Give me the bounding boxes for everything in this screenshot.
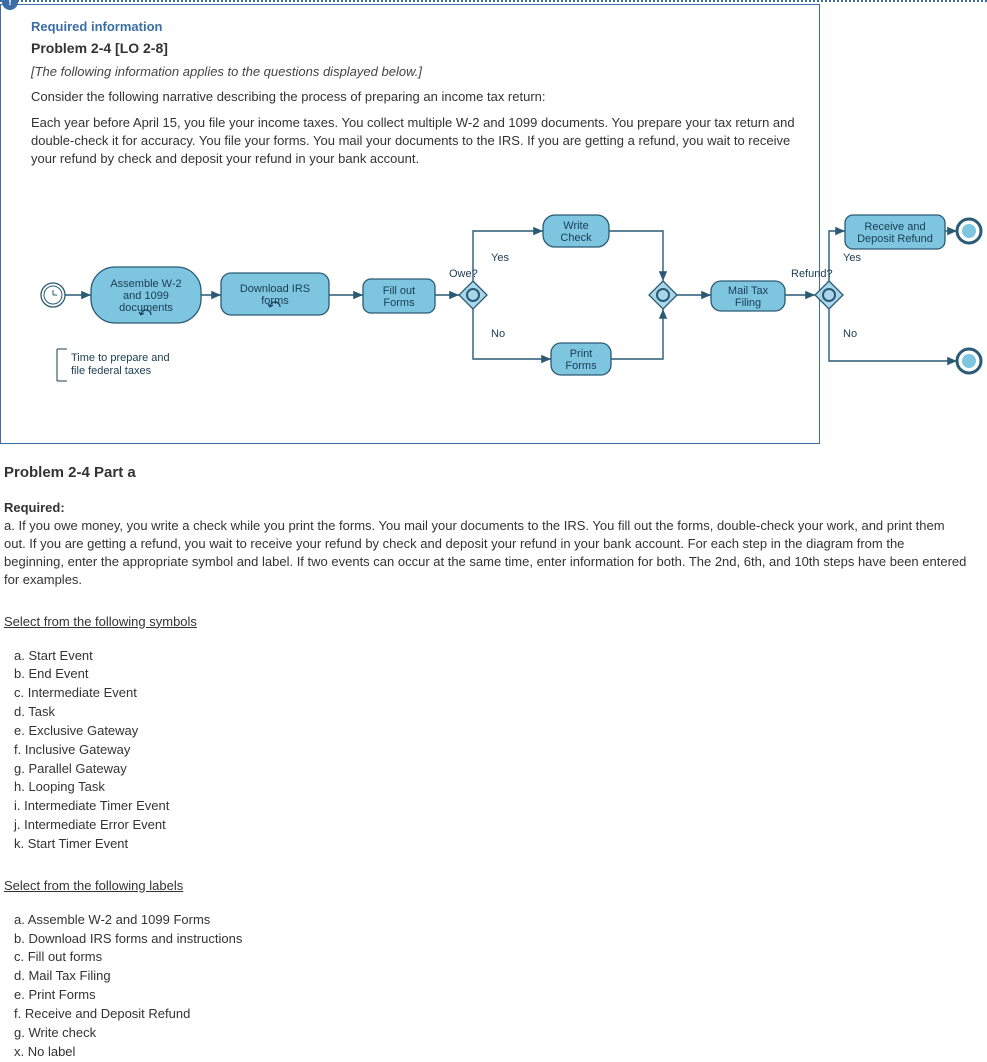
svg-text:Owe?: Owe? (449, 268, 478, 280)
list-item: g. Parallel Gateway (14, 760, 987, 779)
svg-text:Assemble W-2: Assemble W-2 (110, 278, 181, 290)
svg-text:file federal taxes: file federal taxes (71, 365, 152, 377)
page-container: ! Required information Problem 2-4 [LO 2… (0, 0, 987, 1062)
svg-text:No: No (491, 328, 505, 340)
svg-text:No: No (843, 328, 857, 340)
list-item: d. Mail Tax Filing (14, 967, 987, 986)
part-title: Problem 2-4 Part a (4, 464, 987, 481)
list-item: e. Print Forms (14, 986, 987, 1005)
svg-text:Refund?: Refund? (791, 268, 833, 280)
svg-text:forms: forms (261, 295, 289, 307)
list-item: h. Looping Task (14, 778, 987, 797)
svg-text:Yes: Yes (843, 252, 861, 264)
svg-text:Mail Tax: Mail Tax (728, 285, 769, 297)
svg-text:Forms: Forms (565, 360, 597, 372)
list-item: g. Write check (14, 1024, 987, 1043)
symbols-heading: Select from the following symbols (4, 614, 987, 629)
required-label: Required: (4, 500, 65, 515)
list-item: c. Fill out forms (14, 948, 987, 967)
required-block: Required: a. If you owe money, you write… (4, 499, 967, 590)
list-item: f. Inclusive Gateway (14, 741, 987, 760)
list-item: f. Receive and Deposit Refund (14, 1005, 987, 1024)
required-info-box: Required information Problem 2-4 [LO 2-8… (0, 4, 820, 444)
labels-heading: Select from the following labels (4, 878, 987, 893)
svg-text:Time to prepare and: Time to prepare and (71, 352, 170, 364)
info-applies-note: [The following information applies to th… (31, 64, 799, 79)
svg-text:and 1099: and 1099 (123, 290, 169, 302)
list-item: b. End Event (14, 665, 987, 684)
list-item: i. Intermediate Timer Event (14, 797, 987, 816)
list-item: a. Assemble W-2 and 1099 Forms (14, 911, 987, 930)
svg-text:Deposit Refund: Deposit Refund (857, 233, 933, 245)
list-item: b. Download IRS forms and instructions (14, 930, 987, 949)
required-text: a. If you owe money, you write a check w… (4, 518, 966, 588)
svg-text:Check: Check (560, 232, 592, 244)
symbols-list: a. Start Eventb. End Eventc. Intermediat… (14, 647, 987, 854)
list-item: x. No label (14, 1043, 987, 1062)
svg-text:Forms: Forms (383, 297, 415, 309)
required-info-heading: Required information (31, 19, 799, 34)
svg-text:Download IRS: Download IRS (240, 283, 310, 295)
list-item: e. Exclusive Gateway (14, 722, 987, 741)
list-item: a. Start Event (14, 647, 987, 666)
svg-text:Print: Print (570, 348, 593, 360)
svg-text:Filing: Filing (735, 297, 761, 309)
list-item: j. Intermediate Error Event (14, 816, 987, 835)
list-item: c. Intermediate Event (14, 684, 987, 703)
list-item: k. Start Timer Event (14, 835, 987, 854)
svg-text:Receive and: Receive and (864, 221, 925, 233)
problem-title: Problem 2-4 [LO 2-8] (31, 40, 799, 56)
labels-list: a. Assemble W-2 and 1099 Formsb. Downloa… (14, 911, 987, 1062)
svg-text:Fill out: Fill out (383, 285, 415, 297)
narrative-lead: Consider the following narrative describ… (31, 89, 799, 104)
list-item: d. Task (14, 703, 987, 722)
svg-text:Write: Write (563, 220, 588, 232)
svg-text:documents: documents (119, 302, 173, 314)
svg-text:Yes: Yes (491, 252, 509, 264)
bpmn-diagram: Assemble W-2and 1099documents Download IR… (31, 185, 987, 425)
narrative-body: Each year before April 15, you file your… (31, 114, 799, 169)
